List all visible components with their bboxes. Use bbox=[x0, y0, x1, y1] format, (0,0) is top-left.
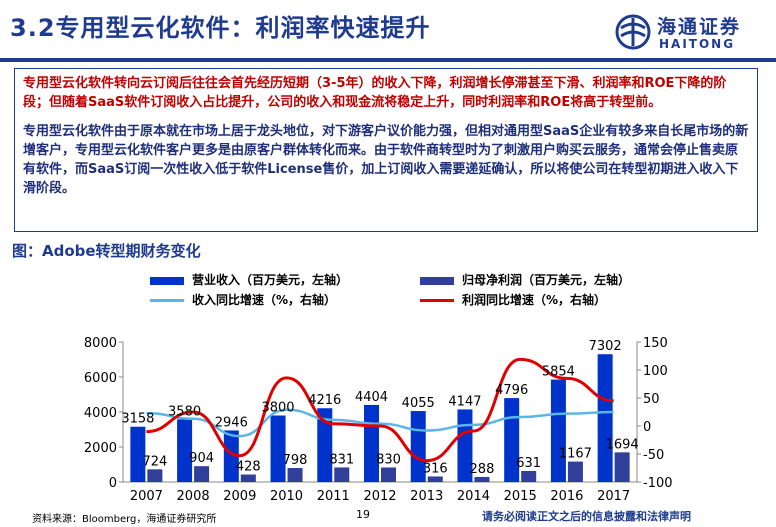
summary-paragraph-2: 专用型云化软件由于原本就在市场上居于龙头地位，对下游客户议价能力强，但相对通用型… bbox=[23, 124, 749, 196]
revenue-data-label: 4404 bbox=[355, 390, 388, 405]
summary-textbox: 专用型云化软件转向云订阅后往往会首先经历短期（3-5年）的收入下降，利润增长停滞… bbox=[14, 68, 758, 232]
revenue-data-label: 5854 bbox=[542, 365, 575, 380]
legend-item-profit-growth: 利润同比增速（%，右轴） bbox=[420, 292, 606, 308]
summary-paragraph-1: 专用型云化软件转向云订阅后往往会首先经历短期（3-5年）的收入下降，利润增长停滞… bbox=[23, 76, 727, 110]
logo-chinese-name: 海通证券 bbox=[657, 16, 742, 38]
legend-item-revenue: 营业收入（百万美元，左轴） bbox=[150, 272, 348, 288]
net-profit-data-label: 316 bbox=[423, 461, 448, 476]
x-axis-tick-label: 2016 bbox=[550, 489, 583, 504]
page-title: 3.2专用型云化软件：利润率快速提升 bbox=[10, 14, 431, 42]
x-axis-tick-label: 2008 bbox=[177, 489, 210, 504]
net-profit-bar bbox=[474, 476, 490, 482]
net-profit-bar bbox=[614, 452, 630, 482]
legend-swatch-profit-growth bbox=[420, 299, 454, 302]
x-axis-tick-label: 2012 bbox=[363, 489, 396, 504]
revenue-bar bbox=[177, 419, 193, 482]
revenue-data-label: 4796 bbox=[495, 383, 528, 398]
x-axis-tick-label: 2007 bbox=[130, 489, 163, 504]
net-profit-bar bbox=[194, 466, 210, 482]
revenue-growth-line bbox=[146, 408, 614, 438]
revenue-data-label: 7302 bbox=[589, 339, 622, 354]
revenue-bar bbox=[457, 409, 473, 482]
right-axis-tick-label: 150 bbox=[643, 336, 668, 351]
net-profit-data-label: 724 bbox=[142, 454, 167, 469]
net-profit-bar bbox=[287, 468, 303, 482]
net-profit-bar bbox=[521, 470, 537, 482]
net-profit-bar bbox=[147, 469, 163, 482]
net-profit-data-label: 831 bbox=[329, 452, 354, 467]
logo-english-name: HAITONG bbox=[659, 37, 736, 51]
page-number: 19 bbox=[356, 508, 370, 521]
legend-label-profit-growth: 利润同比增速（%，右轴） bbox=[462, 293, 607, 307]
legend-label-revenue: 营业收入（百万美元，左轴） bbox=[192, 273, 349, 287]
legend-label-net-profit: 归母净利润（百万美元，左轴） bbox=[462, 273, 631, 287]
legend-swatch-revenue bbox=[150, 276, 184, 285]
net-profit-data-label: 288 bbox=[470, 462, 495, 477]
figure-caption: 图：Adobe转型期财务变化 bbox=[12, 242, 201, 260]
company-logo: 海通证券 HAITONG bbox=[613, 10, 763, 56]
left-axis-tick-label: 4000 bbox=[84, 406, 117, 421]
revenue-bar bbox=[364, 404, 379, 482]
revenue-data-label: 4055 bbox=[402, 396, 435, 411]
right-axis-tick-label: -50 bbox=[643, 448, 664, 463]
net-profit-data-label: 1694 bbox=[606, 437, 639, 452]
revenue-data-label: 3580 bbox=[168, 404, 201, 419]
x-axis-tick-label: 2015 bbox=[504, 489, 537, 504]
left-axis-tick-label: 0 bbox=[109, 476, 117, 491]
revenue-bar bbox=[550, 379, 566, 482]
chart-legend: 营业收入（百万美元，左轴） 归母净利润（百万美元，左轴） 收入同比增速（%，右轴… bbox=[150, 272, 670, 312]
right-axis-tick-label: 0 bbox=[643, 420, 651, 435]
x-axis-tick-label: 2009 bbox=[223, 489, 256, 504]
revenue-bar bbox=[317, 408, 333, 482]
net-profit-data-label: 1167 bbox=[559, 447, 592, 462]
x-axis-tick-label: 2014 bbox=[457, 489, 490, 504]
revenue-bar bbox=[130, 426, 146, 482]
profit-growth-line bbox=[146, 357, 614, 463]
net-profit-data-label: 904 bbox=[189, 451, 214, 466]
source-note: 资料来源：Bloomberg，海通证券研究所 bbox=[32, 514, 217, 525]
revenue-bar bbox=[270, 415, 286, 482]
legend-swatch-net-profit bbox=[420, 276, 454, 285]
x-axis-tick-label: 2017 bbox=[597, 489, 630, 504]
legend-swatch-revenue-growth bbox=[150, 299, 184, 302]
legend-item-revenue-growth: 收入同比增速（%，右轴） bbox=[150, 292, 336, 308]
revenue-data-label: 4147 bbox=[448, 394, 481, 409]
right-axis-tick-label: 100 bbox=[643, 364, 668, 379]
haitong-logo-icon bbox=[615, 14, 651, 50]
net-profit-bar bbox=[334, 467, 350, 482]
net-profit-data-label: 631 bbox=[516, 456, 541, 471]
net-profit-bar bbox=[427, 476, 443, 482]
legend-item-net-profit: 归母净利润（百万美元，左轴） bbox=[420, 272, 630, 288]
net-profit-data-label: 798 bbox=[283, 453, 308, 468]
header-divider bbox=[0, 58, 776, 62]
legal-disclaimer: 请务必阅读正文之后的信息披露和法律声明 bbox=[482, 510, 691, 523]
net-profit-bar bbox=[567, 461, 583, 482]
net-profit-data-label: 428 bbox=[236, 460, 261, 475]
left-axis-tick-label: 6000 bbox=[84, 371, 117, 386]
legend-label-revenue-growth: 收入同比增速（%，右轴） bbox=[192, 293, 337, 307]
revenue-data-label: 3158 bbox=[121, 412, 154, 427]
net-profit-data-label: 830 bbox=[376, 452, 401, 467]
right-axis-tick-label: -100 bbox=[643, 476, 673, 491]
right-axis-tick-label: 50 bbox=[643, 392, 660, 407]
net-profit-bar bbox=[381, 467, 396, 482]
revenue-bar bbox=[223, 430, 239, 482]
x-axis-tick-label: 2010 bbox=[270, 489, 303, 504]
revenue-data-label: 2946 bbox=[215, 415, 248, 430]
x-axis-tick-label: 2011 bbox=[317, 489, 350, 504]
revenue-data-label: 3800 bbox=[261, 401, 294, 416]
revenue-bar bbox=[597, 354, 613, 482]
left-axis-tick-label: 8000 bbox=[84, 336, 117, 351]
revenue-data-label: 4216 bbox=[308, 393, 341, 408]
x-axis-tick-label: 2013 bbox=[410, 489, 443, 504]
left-axis-tick-label: 2000 bbox=[84, 441, 117, 456]
net-profit-bar bbox=[240, 474, 256, 482]
